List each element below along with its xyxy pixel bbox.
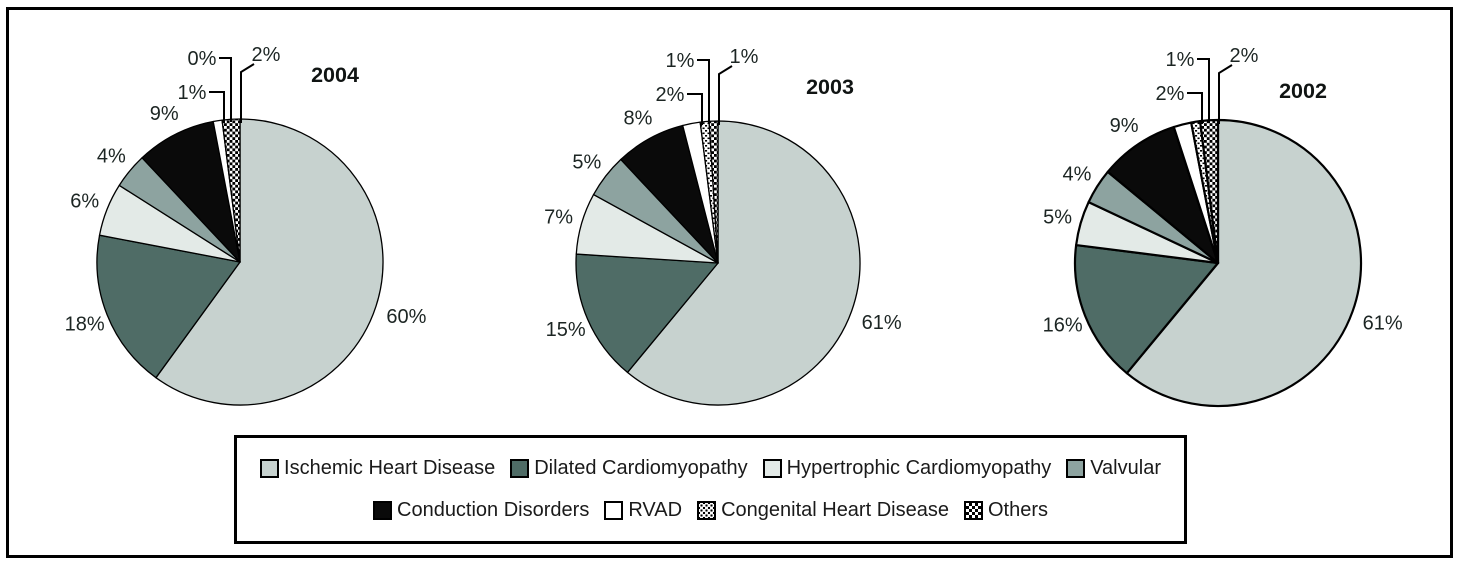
pie-2004-label-congenital-heart-disease: 0% [188,48,217,70]
pie-2002-label-hypertrophic-cardiomyopathy: 5% [1043,206,1072,228]
pie-2003-slice-ischemic-heart-disease [626,120,861,406]
pie-2004-callout-rvad [209,91,225,123]
legend-item-rvad: RVAD [604,499,682,522]
pie-2003-label-others: 1% [730,46,759,68]
pie-2003-label-valvular: 5% [572,151,601,173]
legend-label: Conduction Disorders [397,499,590,521]
pie-2002-callout-rvad [1187,92,1203,124]
legend-item-dilated-cardiomyopathy: Dilated Cardiomyopathy [510,457,748,480]
pie-2003-label-dilated-cardiomyopathy: 15% [546,319,586,341]
pie-2002-label-dilated-cardiomyopathy: 16% [1043,315,1083,337]
pie-title-2004: 2004 [311,63,359,87]
pie-2003-label-ischemic-heart-disease: 61% [862,312,902,334]
pie-2002-label-conduction-disorders: 9% [1110,115,1139,137]
legend-item-valvular: Valvular [1066,457,1161,480]
legend-label: Hypertrophic Cardiomyopathy [786,457,1052,479]
pie-2004-callout-congenital-heart-disease [219,57,232,122]
pie-2004-slice-ischemic-heart-disease [155,118,384,406]
pie-title-2003: 2003 [806,75,854,99]
legend-label: Valvular [1090,457,1161,479]
legend-item-hypertrophic-cardiomyopathy: Hypertrophic Cardiomyopathy [762,457,1052,480]
legend-row-2: Conduction Disorders RVAD Congenital Heart… [237,499,1184,522]
legend-swatch-ischemic-heart-disease [260,459,280,478]
legend-item-ischemic-heart-disease: Ischemic Heart Disease [260,457,495,480]
pie-2003-callout-others [718,65,733,125]
pie-2002-slice-dilated-cardiomyopathy [1073,243,1220,375]
legend-swatch-conduction-disorders [373,501,392,520]
legend-swatch-hypertrophic-cardiomyopathy [762,459,782,478]
pie-2002-label-valvular: 4% [1063,164,1092,186]
pie-2003-label-hypertrophic-cardiomyopathy: 7% [544,207,573,229]
pie-2004: 60% 18% 6% 4% 9%1% 0% 2% 2004 [65,44,427,406]
pie-2004-label-dilated-cardiomyopathy: 18% [65,314,105,336]
legend-item-congenital-heart-disease: Congenital Heart Disease [697,499,949,522]
pie-2003-callout-rvad [687,93,703,125]
legend-label: Ischemic Heart Disease [284,457,496,479]
legend-label: RVAD [628,499,683,521]
pie-2002-callout-others [1218,64,1233,124]
legend-item-others: Others [963,499,1048,522]
pie-2002: 61% 16% 5% 4% 9% 2% 1% 2% 2002 [1043,45,1403,408]
legend-row-1: Ischemic Heart Disease Dilated Cardiomyop… [237,457,1184,480]
legend-label: Congenital Heart Disease [721,499,949,521]
pie-2004-label-hypertrophic-cardiomyopathy: 6% [70,191,99,213]
pie-2004-label-rvad: 1% [178,82,207,104]
pie-2003-label-rvad: 2% [656,84,685,106]
pie-2003-slice-dilated-cardiomyopathy [575,253,719,374]
pie-2003-label-conduction-disorders: 8% [624,108,653,130]
legend-box: Ischemic Heart Disease Dilated Cardiomyop… [234,435,1187,544]
pie-2003: 61% 15% 7% 5% 8%2% 1% 1% 2003 [544,46,902,406]
pie-2004-slice-conduction-disorders [141,120,241,263]
figure-frame [6,7,1453,558]
legend-swatch-congenital-heart-disease [697,501,717,520]
legend-label: Dilated Cardiomyopathy [534,457,748,479]
pie-2002-label-others: 2% [1230,45,1259,67]
pie-2002-label-ischemic-heart-disease: 61% [1363,312,1403,334]
legend-label: Others [987,499,1048,521]
legend-swatch-dilated-cardiomyopathy [510,459,530,478]
pie-2002-slice-conduction-disorders [1106,125,1220,265]
pie-2004-label-ischemic-heart-disease: 60% [386,306,426,328]
legend-swatch-valvular [1066,459,1086,478]
pie-2002-label-congenital-heart-disease: 1% [1166,49,1195,71]
pie-title-2002: 2002 [1279,79,1327,103]
legend-swatch-rvad [604,501,624,520]
pie-2003-label-congenital-heart-disease: 1% [666,50,695,72]
pie-2002-slice-ischemic-heart-disease [1125,118,1363,408]
legend-item-conduction-disorders: Conduction Disorders [373,499,589,522]
pie-2004-callout-others [240,63,255,123]
pie-2004-label-conduction-disorders: 9% [150,103,179,125]
pie-2004-label-valvular: 4% [97,146,126,168]
pie-2002-callout-congenital-heart-disease [1197,58,1210,123]
pie-2003-callout-congenital-heart-disease [697,59,710,124]
pie-2002-label-rvad: 2% [1156,83,1185,105]
pie-2004-label-others: 2% [252,44,281,66]
pie-2004-slice-dilated-cardiomyopathy [96,234,241,379]
legend-swatch-others [963,501,983,520]
